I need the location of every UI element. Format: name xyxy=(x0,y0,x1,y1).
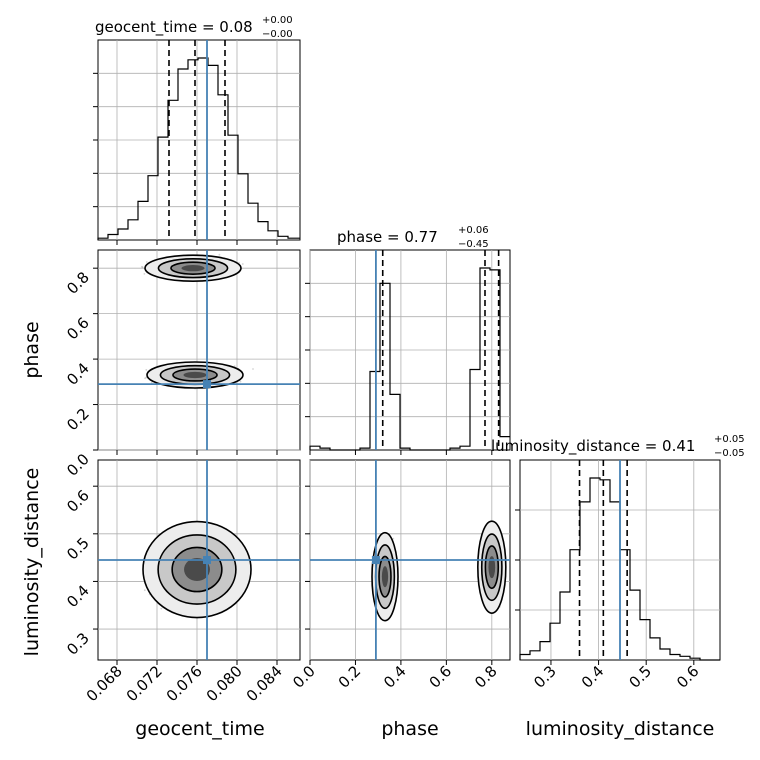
blob-phase-high-contour xyxy=(477,520,507,614)
scatter-point xyxy=(239,380,242,383)
blob-phase-low-density xyxy=(381,566,389,588)
truth-marker xyxy=(371,556,380,564)
title-phase-main: phase = 0.77 xyxy=(337,228,438,246)
y-tick-label-phase: 0.2 xyxy=(63,405,93,435)
blob-phase-low-contour xyxy=(378,555,392,598)
x-tick-label-lumdist: 0.5 xyxy=(625,662,655,692)
x-tick-label-phase: 0.2 xyxy=(335,662,365,692)
scatter-point xyxy=(150,381,153,384)
blob-upper-mode-density xyxy=(181,265,205,272)
scatter-point xyxy=(160,607,163,610)
x-tick-label-geocent: 0.080 xyxy=(203,662,246,705)
x-tick-label-geocent: 0.076 xyxy=(163,662,206,705)
x-tick-label-phase: 0.6 xyxy=(426,662,456,692)
scatter-point xyxy=(141,265,143,268)
scatter-point xyxy=(392,537,395,540)
blob-geocent-lumdist-contour xyxy=(142,520,252,619)
title-geocent-sub: −0.00 xyxy=(262,29,293,40)
blob-phase-high-contour xyxy=(480,533,503,602)
blob-upper-mode-contour xyxy=(157,258,229,279)
xlabel-luminosity-distance: luminosity_distance xyxy=(526,718,715,740)
title-phase-sub: −0.45 xyxy=(458,239,489,250)
blob-phase-high-contour xyxy=(484,545,500,590)
x-tick-label-lumdist: 0.4 xyxy=(578,662,608,692)
y-tick-label-lumdist: 0.3 xyxy=(63,629,93,659)
y-tick-label-lumdist: 0.5 xyxy=(63,534,93,564)
ylabel-phase: phase xyxy=(21,321,43,378)
hist-luminosity-distance xyxy=(519,477,720,661)
x-tick-label-phase: 0.0 xyxy=(289,662,319,692)
title-luminosity-distance: luminosity_distance = 0.41 +0.05 −0.05 xyxy=(491,434,745,459)
x-tick-label-lumdist: 0.6 xyxy=(673,662,703,692)
title-geocent-main: geocent_time = 0.08 xyxy=(95,18,253,37)
title-geocent-time: geocent_time = 0.08 +0.00 −0.00 xyxy=(95,15,293,40)
x-tick-label-phase: 0.8 xyxy=(471,662,501,692)
scatter-point xyxy=(143,273,146,275)
blob-lower-mode-contour xyxy=(146,361,244,389)
blob-lower-mode-contour xyxy=(172,368,218,382)
y-tick-label-phase: 0.4 xyxy=(63,359,93,389)
scatter-point xyxy=(252,368,254,370)
blob-phase-high-density xyxy=(488,556,496,579)
blob-lower-mode-density xyxy=(183,371,207,379)
scatter-point xyxy=(141,266,144,269)
title-lumdist-sub: −0.05 xyxy=(714,448,745,459)
title-lumdist-main: luminosity_distance = 0.41 xyxy=(491,437,695,456)
y-tick-label-phase: 0.0 xyxy=(63,450,93,480)
title-phase-sup: +0.06 xyxy=(458,225,489,236)
y-tick-label-phase: 0.6 xyxy=(63,314,93,344)
blob-upper-mode-contour xyxy=(170,261,216,275)
hist-phase xyxy=(309,267,510,451)
truth-marker xyxy=(203,556,211,564)
scatter-point xyxy=(145,376,148,379)
scatter-point xyxy=(145,261,148,263)
blob-phase-low-contour xyxy=(371,531,399,622)
scatter-point xyxy=(145,369,148,371)
xlabel-phase: phase xyxy=(381,718,438,740)
scatter-point xyxy=(241,263,244,265)
truth-marker xyxy=(203,380,211,389)
blob-geocent-lumdist-contour xyxy=(157,534,237,605)
y-tick-label-lumdist: 0.4 xyxy=(63,582,93,612)
y-tick-label-phase: 0.8 xyxy=(63,268,93,298)
x-tick-label-geocent: 0.084 xyxy=(243,662,286,705)
scatter-point xyxy=(218,253,221,256)
title-geocent-sup: +0.00 xyxy=(262,15,293,26)
ylabel-luminosity-distance: luminosity_distance xyxy=(21,468,43,657)
scatter-point xyxy=(144,377,147,380)
x-tick-label-phase: 0.4 xyxy=(380,662,410,692)
xlabel-geocent-time: geocent_time xyxy=(135,718,264,740)
x-tick-label-lumdist: 0.3 xyxy=(530,662,560,692)
blob-upper-mode-contour xyxy=(144,254,242,282)
x-tick-label-geocent: 0.068 xyxy=(83,662,126,705)
title-lumdist-sup: +0.05 xyxy=(714,434,745,445)
y-tick-label-lumdist: 0.6 xyxy=(63,486,93,516)
x-tick-label-geocent: 0.072 xyxy=(123,662,166,705)
hist-geocent-time xyxy=(97,57,300,240)
scatter-point xyxy=(143,589,146,592)
blob-geocent-lumdist-contour xyxy=(171,546,223,593)
title-phase: phase = 0.77 +0.06 −0.45 xyxy=(337,225,489,250)
